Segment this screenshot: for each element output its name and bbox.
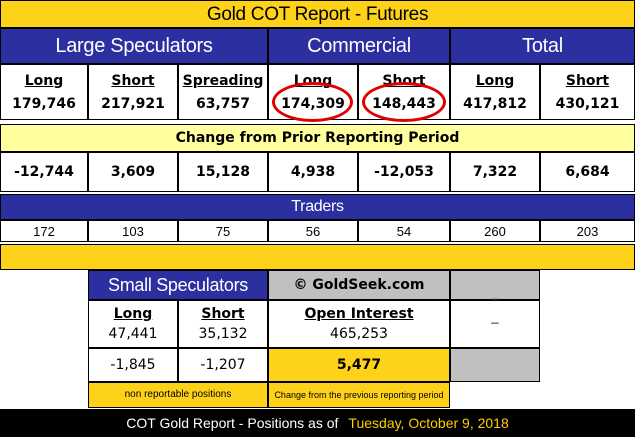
small-long-change-value: -1,845 — [110, 357, 156, 373]
change-cell: 7,322 — [450, 152, 540, 192]
change-value: -12,053 — [374, 164, 434, 180]
credit-box: © GoldSeek.com — [268, 270, 450, 300]
group-large-label: Large Speculators — [55, 35, 213, 57]
small-speculators-header: Small Speculators — [88, 270, 268, 300]
small-note-text: non reportable positions — [124, 389, 232, 400]
group-commercial: Commercial — [268, 28, 450, 64]
highlight-circle-commercial-long — [272, 82, 353, 122]
report-title: Gold COT Report - Futures — [206, 3, 429, 25]
small-long: Long 47,441 — [88, 300, 178, 348]
group-total: Total — [450, 28, 635, 64]
group-commercial-label: Commercial — [307, 35, 411, 57]
position-value: 63,757 — [195, 95, 251, 112]
small-long-label: Long — [113, 306, 153, 322]
open-interest-note: Change from the previous reporting perio… — [268, 382, 450, 408]
grey-bottom-cell — [450, 348, 540, 382]
open-interest-label: Open Interest — [304, 306, 414, 322]
small-short: Short 35,132 — [178, 300, 268, 348]
small-short-label: Short — [201, 306, 245, 322]
open-interest-value: 465,253 — [330, 326, 388, 342]
change-value: 15,128 — [195, 164, 251, 180]
change-header: Change from Prior Reporting Period — [0, 124, 635, 152]
change-value: 6,684 — [565, 164, 610, 180]
grey-column-top: _ — [450, 270, 540, 300]
col-large-short: Short 217,921 — [88, 64, 178, 120]
change-cell: 4,938 — [268, 152, 358, 192]
separator-band — [0, 244, 635, 270]
position-value: 217,921 — [101, 95, 165, 112]
traders-value: 75 — [215, 223, 231, 239]
col-large-spreading: Spreading 63,757 — [178, 64, 268, 120]
small-note: non reportable positions — [88, 382, 268, 408]
traders-value: 54 — [396, 223, 412, 239]
traders-header: Traders — [0, 194, 635, 220]
group-total-label: Total — [522, 35, 563, 57]
grey-right-cell: _ — [450, 300, 540, 348]
grey-mark: _ — [491, 308, 499, 324]
traders-cell: 172 — [0, 220, 88, 242]
traders-cell: 203 — [540, 220, 635, 242]
traders-value: 172 — [33, 223, 55, 239]
col-label: Long — [24, 72, 64, 89]
col-label: Long — [475, 72, 515, 89]
report-title-bar: Gold COT Report - Futures — [0, 0, 635, 28]
change-value: 4,938 — [290, 164, 336, 180]
traders-cell: 260 — [450, 220, 540, 242]
change-cell: 6,684 — [540, 152, 635, 192]
traders-value: 103 — [122, 223, 144, 239]
position-value: 179,746 — [12, 95, 76, 112]
footer-bar: COT Gold Report - Positions as of Tuesda… — [0, 409, 635, 437]
traders-cell: 54 — [358, 220, 450, 242]
change-cell: 15,128 — [178, 152, 268, 192]
change-value: 7,322 — [472, 164, 518, 180]
small-speculators-title: Small Speculators — [108, 275, 248, 295]
highlight-circle-commercial-short — [362, 82, 446, 122]
change-value: -12,744 — [14, 164, 74, 180]
col-total-long: Long 417,812 — [450, 64, 540, 120]
change-value: 3,609 — [110, 164, 156, 180]
change-cell: -12,053 — [358, 152, 450, 192]
footer-date: Tuesday, October 9, 2018 — [348, 415, 509, 431]
col-label: Short — [111, 72, 155, 89]
traders-cell: 56 — [268, 220, 358, 242]
col-total-short: Short 430,121 — [540, 64, 635, 120]
open-interest-note-text: Change from the previous reporting perio… — [274, 389, 444, 400]
position-value: 430,121 — [555, 95, 620, 112]
traders-value: 56 — [305, 223, 321, 239]
small-short-value: 35,132 — [198, 326, 248, 342]
footer-prefix: COT Gold Report - Positions as of — [126, 415, 339, 431]
small-short-change-value: -1,207 — [200, 357, 246, 373]
open-interest-change: 5,477 — [268, 348, 450, 382]
position-value: 417,812 — [463, 95, 527, 112]
change-title: Change from Prior Reporting Period — [175, 130, 460, 146]
change-cell: 3,609 — [88, 152, 178, 192]
credit-text: © GoldSeek.com — [293, 277, 425, 293]
group-large-speculators: Large Speculators — [0, 28, 268, 64]
col-label: Short — [565, 72, 610, 89]
small-long-change: -1,845 — [88, 348, 178, 382]
traders-value: 203 — [576, 223, 599, 239]
traders-value: 260 — [484, 223, 506, 239]
col-large-long: Long 179,746 — [0, 64, 88, 120]
small-short-change: -1,207 — [178, 348, 268, 382]
traders-title: Traders — [291, 198, 344, 215]
change-cell: -12,744 — [0, 152, 88, 192]
grey-mark: _ — [491, 285, 499, 300]
traders-cell: 103 — [88, 220, 178, 242]
open-interest-change-value: 5,477 — [336, 357, 382, 373]
small-long-value: 47,441 — [108, 326, 158, 342]
open-interest: Open Interest 465,253 — [268, 300, 450, 348]
traders-cell: 75 — [178, 220, 268, 242]
col-label: Spreading — [182, 72, 264, 89]
